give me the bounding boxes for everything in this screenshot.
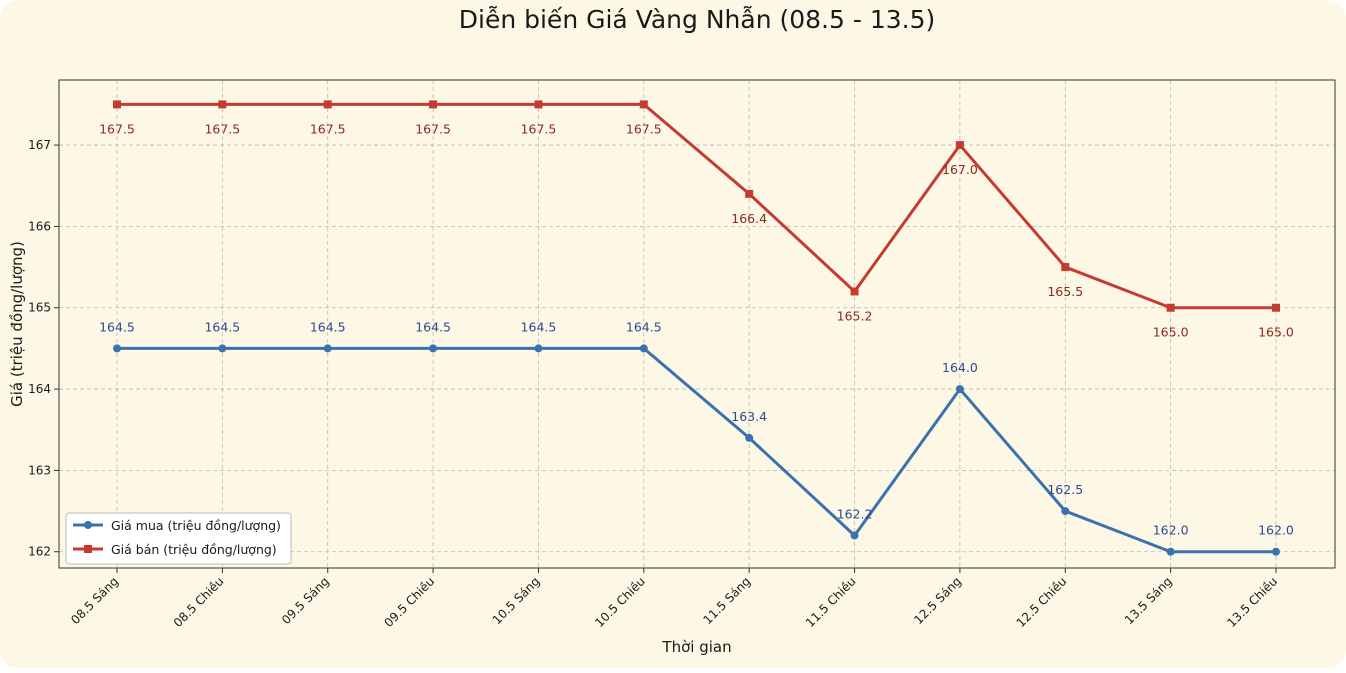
legend-label-buy: Giá mua (triệu đồng/lượng) — [111, 518, 281, 533]
x-axis: 08.5 Sáng 08.5 Chiều 09.5 Sáng 09.5 Chiều 10… — [68, 568, 1280, 630]
x-tick-label: 09.5 Chiều — [381, 574, 437, 630]
data-point-sell — [323, 100, 332, 109]
data-label-sell: 165.0 — [1258, 325, 1294, 340]
x-tick-label: 10.5 Chiều — [592, 574, 648, 630]
data-label-sell: 165.2 — [837, 308, 873, 323]
data-point-buy — [955, 385, 964, 394]
data-label-sell: 167.5 — [626, 121, 662, 136]
series-line-sell — [117, 102, 1276, 310]
data-point-buy — [218, 344, 227, 353]
data-label-buy: 162.5 — [1047, 482, 1083, 497]
data-label-sell: 167.5 — [204, 121, 240, 136]
data-point-buy — [745, 433, 754, 442]
data-label-buy: 164.5 — [310, 319, 346, 334]
series-line-buy — [117, 346, 1276, 554]
data-point-buy — [113, 344, 121, 353]
data-point-buy — [429, 344, 438, 353]
y-tick-label: 165 — [28, 301, 51, 315]
x-tick-label: 12.5 Chiều — [1014, 574, 1070, 630]
x-tick-label: 11.5 Sáng — [700, 574, 753, 627]
data-label-buy: 162.0 — [1153, 523, 1189, 538]
series-layer — [113, 100, 1280, 556]
data-point-buy — [850, 531, 859, 540]
x-axis-title: Thời gian — [661, 638, 731, 656]
data-label-sell: 167.0 — [942, 162, 978, 177]
x-tick-label: 12.5 Sáng — [911, 574, 964, 627]
y-tick-label: 163 — [28, 463, 51, 477]
data-point-sell — [1061, 263, 1070, 272]
y-tick-label: 166 — [28, 219, 51, 233]
grid-lines — [59, 80, 1335, 568]
legend-label-sell: Giá bán (triệu đồng/lượng) — [111, 542, 277, 557]
data-label-sell: 167.5 — [310, 121, 346, 136]
data-point-sell — [745, 189, 754, 198]
data-point-sell — [534, 100, 543, 109]
data-label-buy: 162.0 — [1258, 523, 1294, 538]
data-point-sell — [113, 100, 121, 109]
y-tick-label: 162 — [28, 545, 51, 559]
data-label-buy: 162.2 — [837, 506, 873, 521]
legend-marker-sell — [84, 545, 92, 553]
x-tick-label: 10.5 Sáng — [490, 574, 543, 627]
data-label-buy: 164.5 — [521, 319, 557, 334]
data-labels: 164.5 164.5 164.5 164.5 164.5 164.5 163.4 162.2… — [99, 121, 1294, 537]
data-label-buy: 164.5 — [415, 319, 451, 334]
data-label-buy: 164.5 — [204, 319, 240, 334]
y-axis-title: Giá (triệu đồng/lượng) — [8, 241, 26, 407]
legend-box — [65, 512, 292, 565]
data-point-buy — [1166, 547, 1175, 556]
data-point-buy — [534, 344, 543, 353]
y-axis: 162 163 164 165 166 167 — [28, 138, 59, 559]
data-label-buy: 164.5 — [99, 319, 135, 334]
data-point-sell — [850, 287, 859, 296]
chart-title: Diễn biến Giá Vàng Nhẫn (08.5 - 13.5) — [459, 5, 936, 34]
legend: Giá mua (triệu đồng/lượng) Giá bán (triệ… — [65, 512, 292, 565]
data-point-buy — [1272, 547, 1280, 556]
data-point-buy — [1061, 507, 1070, 516]
x-tick-label: 08.5 Sáng — [68, 574, 121, 627]
data-point-sell — [955, 141, 964, 150]
data-point-sell — [639, 100, 648, 109]
data-label-buy: 164.0 — [942, 360, 978, 375]
data-point-buy — [323, 344, 332, 353]
x-tick-label: 13.5 Chiều — [1224, 574, 1280, 630]
x-tick-label: 09.5 Sáng — [279, 574, 332, 627]
x-tick-label: 08.5 Chiều — [171, 574, 227, 630]
data-label-sell: 167.5 — [99, 121, 135, 136]
y-tick-label: 164 — [28, 382, 51, 396]
data-label-sell: 167.5 — [415, 121, 451, 136]
data-point-sell — [429, 100, 438, 109]
x-tick-label: 13.5 Sáng — [1122, 574, 1175, 627]
data-label-buy: 163.4 — [731, 409, 767, 424]
plot-frame — [58, 79, 1336, 569]
data-point-buy — [639, 344, 648, 353]
data-label-sell: 166.4 — [731, 211, 767, 226]
data-point-sell — [218, 100, 227, 109]
y-tick-label: 167 — [28, 138, 51, 152]
x-tick-label: 11.5 Chiều — [803, 574, 859, 630]
data-point-sell — [1166, 303, 1175, 312]
data-point-sell — [1272, 303, 1280, 312]
data-label-sell: 165.0 — [1153, 325, 1189, 340]
legend-marker-buy — [84, 521, 92, 529]
data-label-sell: 165.5 — [1047, 284, 1083, 299]
data-label-sell: 167.5 — [521, 121, 557, 136]
data-label-buy: 164.5 — [626, 319, 662, 334]
